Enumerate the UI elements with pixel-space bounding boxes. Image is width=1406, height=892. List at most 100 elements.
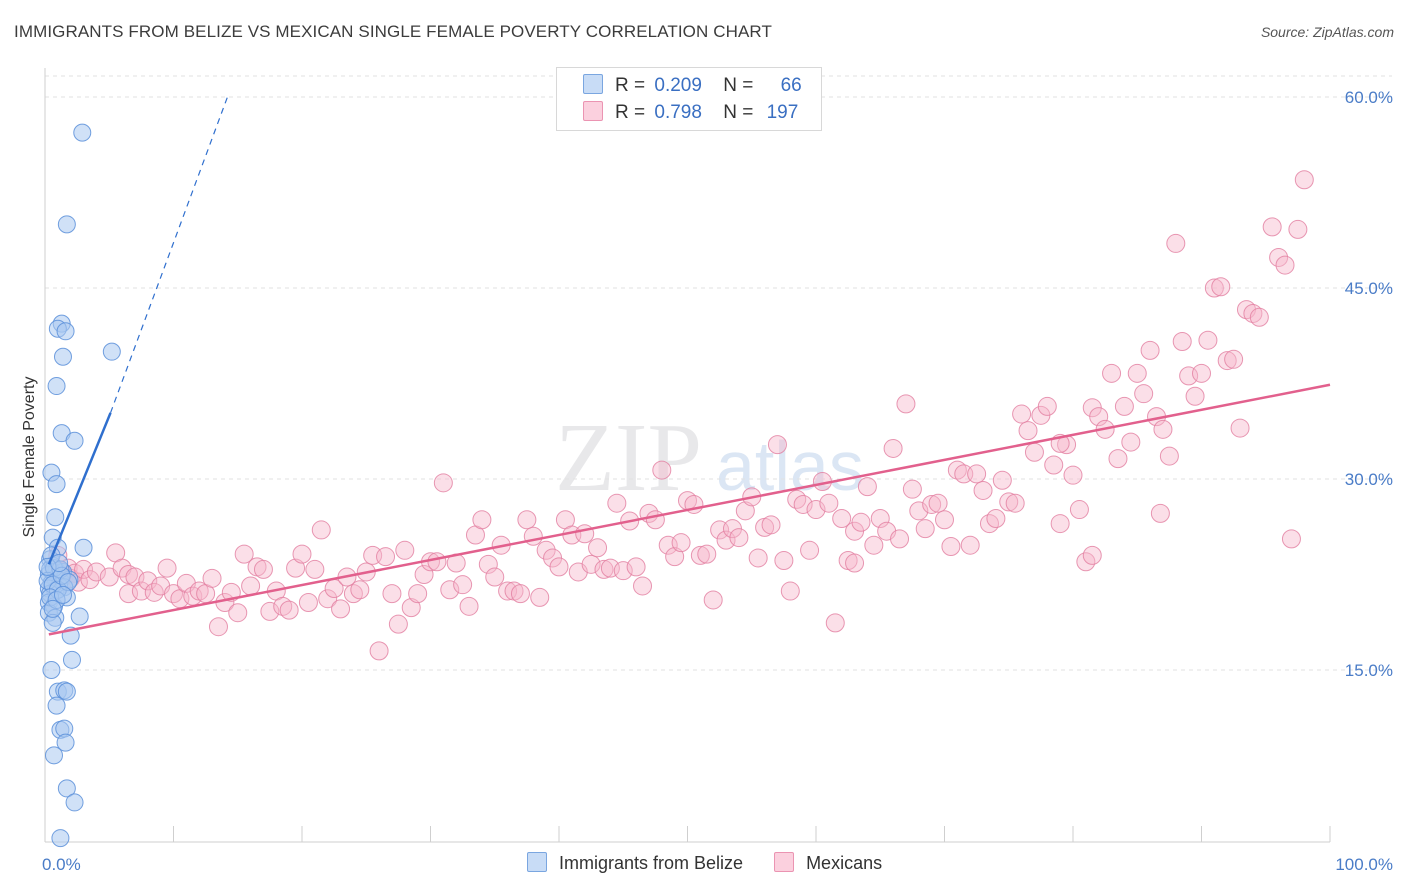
mexican-point-129 <box>857 477 877 497</box>
mexican-point-136 <box>902 479 922 499</box>
mexican-point-147 <box>973 480 993 500</box>
y-tick-label-30: 30.0% <box>1345 470 1393 489</box>
mexican-point-21 <box>164 584 183 604</box>
mexican-point-41 <box>292 544 312 564</box>
belize-point-39 <box>42 661 61 679</box>
belize-trend-line <box>47 412 112 565</box>
watermark-atlas: atlas <box>716 427 864 505</box>
mexican-point-171 <box>1127 363 1147 383</box>
mexican-point-64 <box>440 580 460 600</box>
mexican-point-50 <box>350 580 370 600</box>
belize-point-4 <box>56 322 75 341</box>
mexican-point-97 <box>652 460 672 480</box>
mexican-point-183 <box>1204 278 1224 298</box>
mexican-point-9 <box>86 562 106 582</box>
mexican-point-85 <box>575 524 595 544</box>
mexicans-n-label: N = <box>723 102 754 123</box>
mexican-point-187 <box>1230 418 1250 438</box>
legend-belize-swatch <box>527 852 547 872</box>
belize-point-15 <box>74 538 93 557</box>
mexican-point-71 <box>485 567 505 587</box>
mexican-point-15 <box>125 567 145 587</box>
mexican-point-158 <box>1044 455 1064 475</box>
mexican-point-79 <box>536 540 556 560</box>
mexicans-trend-line <box>48 383 1331 636</box>
mexican-point-159 <box>1050 514 1070 534</box>
mexican-point-162 <box>1069 500 1089 520</box>
mexican-point-75 <box>510 584 530 604</box>
mexicans-r-label: R = <box>615 102 646 123</box>
belize-point-64 <box>43 599 62 618</box>
mexican-point-109 <box>729 528 749 548</box>
mexican-point-140 <box>928 493 948 513</box>
mexican-point-181 <box>1192 363 1211 383</box>
mexican-point-88 <box>594 559 614 579</box>
mexican-point-36 <box>260 601 280 621</box>
mexican-point-105 <box>703 590 723 610</box>
mexican-point-134 <box>890 529 910 549</box>
mexican-point-145 <box>960 535 980 555</box>
mexican-point-45 <box>318 589 338 609</box>
mexican-point-93 <box>626 557 646 577</box>
mexican-point-130 <box>864 535 884 555</box>
legend-item-mexicans: Mexicans <box>774 852 882 874</box>
mexican-point-152 <box>1005 493 1025 513</box>
y-tick-labels: 15.0% 30.0% 45.0% 60.0% <box>1345 88 1393 680</box>
belize-point-47 <box>44 746 63 765</box>
belize-point-65 <box>53 585 72 604</box>
mexican-point-148 <box>979 514 999 534</box>
mexican-point-39 <box>279 600 299 620</box>
mexican-point-170 <box>1121 432 1141 452</box>
mexican-point-60 <box>414 565 434 584</box>
x-tick-label-0: 0.0% <box>42 855 81 874</box>
mexican-point-116 <box>774 550 794 570</box>
mexican-point-103 <box>690 545 710 565</box>
mexican-point-123 <box>819 493 839 513</box>
legend-item-belize: Immigrants from Belize <box>527 852 743 874</box>
mexican-point-178 <box>1172 331 1192 351</box>
mexican-point-120 <box>800 540 820 560</box>
mexican-point-191 <box>1262 217 1282 237</box>
mexican-point-63 <box>433 473 453 493</box>
legend-row-mexicans: R = 0.798 N = 197 <box>583 101 798 125</box>
mexican-point-56 <box>388 614 408 634</box>
mexican-point-186 <box>1224 349 1244 369</box>
mexican-point-175 <box>1153 419 1173 439</box>
mexican-point-77 <box>523 526 543 546</box>
belize-point-43 <box>47 696 66 715</box>
mexican-point-67 <box>459 596 479 616</box>
mexican-point-114 <box>761 515 781 535</box>
mexican-point-176 <box>1159 446 1179 466</box>
mexican-point-20 <box>157 558 177 578</box>
mexican-point-35 <box>253 559 273 579</box>
mexican-point-169 <box>1114 396 1134 416</box>
mexican-point-117 <box>780 581 800 601</box>
mexican-point-196 <box>1294 170 1314 190</box>
belize-point-0 <box>73 123 92 142</box>
mexican-point-155 <box>1024 442 1044 462</box>
mexicans-points <box>48 170 1314 661</box>
belize-n-label: N = <box>723 75 754 96</box>
mexican-point-87 <box>588 538 608 558</box>
mexican-point-177 <box>1166 233 1186 253</box>
mexican-point-27 <box>202 568 222 588</box>
mexican-point-195 <box>1288 219 1308 239</box>
mexican-point-197 <box>1150 503 1170 523</box>
y-tick-label-45: 45.0% <box>1345 279 1393 298</box>
belize-point-49 <box>65 793 84 812</box>
belize-point-35 <box>70 607 89 626</box>
mexican-point-184 <box>1211 277 1231 297</box>
belize-point-46 <box>56 733 75 752</box>
mexican-point-131 <box>870 508 890 528</box>
mexican-point-151 <box>999 492 1019 512</box>
mexican-point-185 <box>1217 351 1237 371</box>
belize-point-50 <box>51 829 70 848</box>
mexican-point-44 <box>311 520 331 540</box>
mexican-point-8 <box>80 570 100 590</box>
mexican-point-104 <box>697 544 717 564</box>
mexican-point-157 <box>1037 396 1057 416</box>
mexican-point-40 <box>286 558 306 578</box>
mexican-point-76 <box>517 510 537 530</box>
mexican-point-100 <box>671 533 691 553</box>
mexican-point-59 <box>408 584 428 604</box>
